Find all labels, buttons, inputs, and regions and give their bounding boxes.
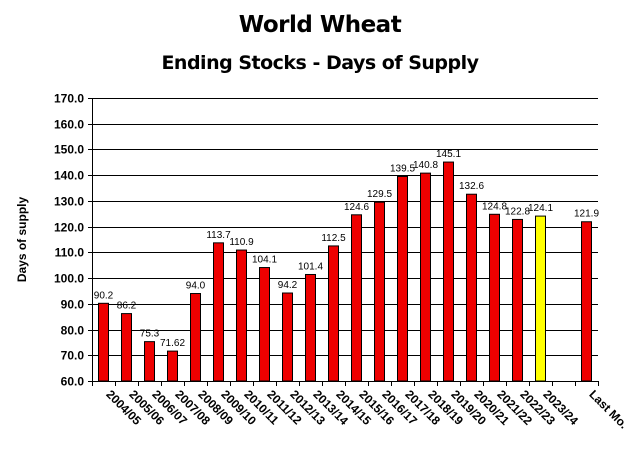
bar bbox=[420, 172, 431, 382]
bar bbox=[213, 242, 224, 382]
bar bbox=[144, 341, 155, 382]
data-label: 71.62 bbox=[160, 338, 185, 349]
bar bbox=[236, 249, 247, 382]
y-tick-label: 60.0 bbox=[61, 375, 85, 389]
y-tick-label: 120.0 bbox=[54, 221, 84, 235]
bar bbox=[167, 350, 178, 382]
bar bbox=[190, 293, 201, 382]
bar bbox=[374, 201, 385, 382]
bar bbox=[443, 161, 454, 382]
data-label: 121.9 bbox=[574, 209, 599, 220]
bar bbox=[121, 313, 132, 382]
data-label: 104.1 bbox=[252, 255, 277, 266]
y-tick-label: 80.0 bbox=[61, 324, 85, 338]
data-label: 94.0 bbox=[186, 281, 206, 292]
chart-title: World Wheat bbox=[238, 12, 402, 38]
y-tick-label: 140.0 bbox=[54, 169, 84, 183]
y-tick-label: 110.0 bbox=[55, 246, 85, 260]
bar bbox=[581, 221, 592, 382]
bar bbox=[259, 267, 270, 382]
data-label: 145.1 bbox=[436, 149, 461, 160]
data-label: 86.2 bbox=[117, 301, 137, 312]
data-label: 90.2 bbox=[94, 290, 114, 301]
y-tick-label: 90.0 bbox=[61, 298, 85, 312]
y-tick-label: 70.0 bbox=[61, 349, 85, 363]
bar bbox=[466, 193, 477, 382]
data-label: 113.7 bbox=[206, 230, 231, 241]
bar bbox=[535, 215, 546, 382]
data-label: 94.2 bbox=[278, 280, 298, 291]
bar bbox=[305, 273, 316, 382]
bar bbox=[397, 175, 408, 382]
data-label: 139.5 bbox=[390, 163, 415, 174]
bar bbox=[489, 213, 500, 382]
y-axis-label: Days of supply bbox=[15, 197, 29, 283]
bar bbox=[328, 245, 339, 382]
y-tick-label: 130.0 bbox=[54, 195, 84, 209]
data-label: 101.4 bbox=[298, 261, 323, 272]
data-label: 75.3 bbox=[140, 329, 160, 340]
data-label: 124.1 bbox=[528, 203, 553, 214]
data-label: 124.8 bbox=[482, 201, 507, 212]
data-label: 122.8 bbox=[505, 206, 530, 217]
y-tick-label: 100.0 bbox=[54, 272, 84, 286]
y-tick-label: 170.0 bbox=[54, 92, 84, 106]
data-label: 110.9 bbox=[229, 237, 254, 248]
y-tick-label: 150.0 bbox=[54, 143, 84, 157]
y-tick-label: 160.0 bbox=[54, 118, 84, 132]
bar bbox=[351, 214, 362, 382]
data-label: 129.5 bbox=[367, 189, 392, 200]
data-label: 124.6 bbox=[344, 202, 369, 213]
data-label: 140.8 bbox=[413, 160, 438, 171]
bar bbox=[512, 218, 523, 382]
bar bbox=[282, 292, 293, 382]
data-label: 132.6 bbox=[459, 181, 484, 192]
chart-subtitle: Ending Stocks - Days of Supply bbox=[161, 52, 479, 74]
x-tick-label: Last Mo. bbox=[586, 387, 630, 431]
data-label: 112.5 bbox=[321, 233, 346, 244]
bar bbox=[98, 302, 109, 382]
